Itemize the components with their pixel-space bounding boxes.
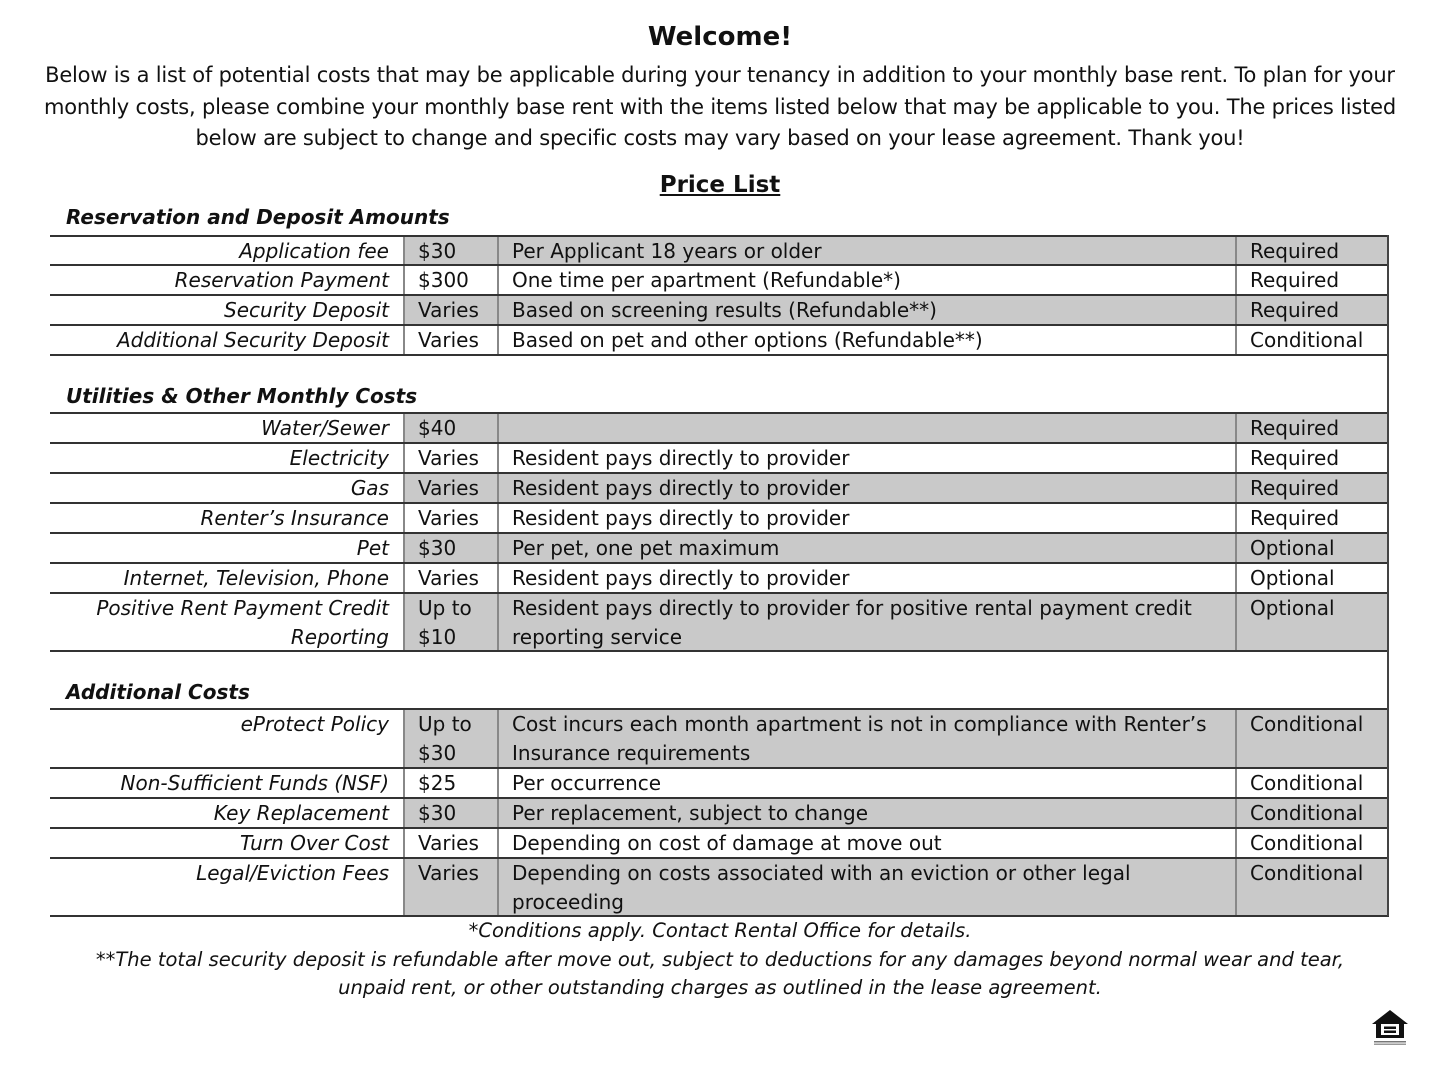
item-label: Legal/Eviction Fees: [196, 861, 389, 885]
item-price: $25: [403, 769, 497, 797]
table-row: eProtect Policy Up to $30 Cost incurs each…: [50, 708, 1389, 767]
item-price: Varies: [403, 504, 497, 532]
item-description: Per replacement, subject to change: [497, 799, 1235, 827]
item-price: Varies: [403, 296, 497, 324]
item-label: Internet, Television, Phone: [123, 566, 389, 590]
item-description: Per pet, one pet maximum: [497, 534, 1235, 562]
item-label: Pet: [356, 536, 389, 560]
item-status: Conditional: [1235, 326, 1387, 354]
item-status: Conditional: [1235, 769, 1387, 797]
item-label: Gas: [350, 476, 389, 500]
item-price: Varies: [403, 444, 497, 472]
item-status: Conditional: [1235, 859, 1387, 915]
table-row: Non-Sufficient Funds (NSF) $25 Per occurre…: [50, 767, 1389, 797]
item-label: Positive Rent Payment Credit Reporting: [96, 596, 389, 649]
item-label: Application fee: [239, 239, 389, 263]
item-price: Varies: [403, 859, 497, 915]
table-row: Security Deposit Varies Based on screening…: [50, 294, 1389, 324]
item-label: Security Deposit: [224, 298, 389, 322]
table-row: Turn Over Cost Varies Depending on cost of…: [50, 827, 1389, 857]
item-label: Electricity: [289, 446, 389, 470]
item-status: Optional: [1235, 594, 1387, 650]
item-price: $40: [403, 414, 497, 442]
page-title: Welcome!: [647, 22, 793, 52]
item-label: Non-Sufficient Funds (NSF): [120, 771, 389, 795]
item-label: Additional Security Deposit: [116, 328, 389, 352]
item-description: Per Applicant 18 years or older: [497, 237, 1235, 264]
item-description: Per occurrence: [497, 769, 1235, 797]
price-list-heading: Price List: [659, 172, 781, 198]
item-status: Required: [1235, 296, 1387, 324]
item-label: eProtect Policy: [240, 712, 389, 736]
item-status: Required: [1235, 237, 1387, 264]
item-status: Required: [1235, 414, 1387, 442]
item-description: Depending on cost of damage at move out: [497, 829, 1235, 857]
item-status: Optional: [1235, 564, 1387, 592]
item-price: $30: [403, 237, 497, 264]
item-price: $300: [403, 266, 497, 294]
table-row: Pet $30 Per pet, one pet maximum Optional: [50, 532, 1389, 562]
table-row: Application fee $30 Per Applicant 18 years…: [50, 235, 1389, 264]
table-row: Reservation Payment $300 One time per apar…: [50, 264, 1389, 294]
item-status: Required: [1235, 266, 1387, 294]
item-description: One time per apartment (Refundable*): [497, 266, 1235, 294]
table-row: Internet, Television, Phone Varies Residen…: [50, 562, 1389, 592]
item-description: Resident pays directly to provider: [497, 504, 1235, 532]
item-price: $30: [403, 799, 497, 827]
table-right-border: [1387, 235, 1389, 916]
intro-text: Below is a list of potential costs that …: [43, 63, 1397, 150]
item-description: [497, 414, 1235, 442]
item-label: Water/Sewer: [261, 416, 389, 440]
item-description: Cost incurs each month apartment is not …: [497, 710, 1235, 767]
item-price: Up to $10: [403, 594, 497, 650]
item-price: Varies: [403, 474, 497, 502]
item-description: Based on pet and other options (Refundab…: [497, 326, 1235, 354]
item-price: Varies: [403, 829, 497, 857]
item-description: Depending on costs associated with an ev…: [497, 859, 1235, 915]
section-heading: Additional Costs: [66, 680, 250, 704]
item-price: Varies: [403, 326, 497, 354]
item-description: Based on screening results (Refundable**…: [497, 296, 1235, 324]
table-row: Key Replacement $30 Per replacement, subje…: [50, 797, 1389, 827]
footnote-conditions: *Conditions apply. Contact Rental Office…: [468, 919, 972, 942]
item-description: Resident pays directly to provider: [497, 474, 1235, 502]
item-description: Resident pays directly to provider for p…: [497, 594, 1235, 650]
item-price: $30: [403, 534, 497, 562]
table-row: Renter’s Insurance Varies Resident pays di…: [50, 502, 1389, 532]
table-row: Positive Rent Payment Credit Reporting Up…: [50, 592, 1389, 652]
table-row: Additional Security Deposit Varies Based o…: [50, 324, 1389, 356]
item-status: Required: [1235, 444, 1387, 472]
section-heading: Utilities & Other Monthly Costs: [66, 384, 418, 408]
item-price: Varies: [403, 564, 497, 592]
item-label: Reservation Payment: [174, 268, 389, 292]
item-price: Up to $30: [403, 710, 497, 767]
item-label: Turn Over Cost: [239, 831, 389, 855]
item-status: Required: [1235, 504, 1387, 532]
section-heading: Reservation and Deposit Amounts: [66, 205, 450, 229]
equal-housing-icon: [1370, 1008, 1410, 1050]
item-status: Conditional: [1235, 710, 1387, 767]
item-description: Resident pays directly to provider: [497, 444, 1235, 472]
item-label: Renter’s Insurance: [200, 506, 389, 530]
item-status: Conditional: [1235, 799, 1387, 827]
footnote-security-deposit: **The total security deposit is refundab…: [95, 948, 1345, 999]
table-row: Water/Sewer $40 Required: [50, 412, 1389, 442]
item-status: Optional: [1235, 534, 1387, 562]
item-description: Resident pays directly to provider: [497, 564, 1235, 592]
table-row: Electricity Varies Resident pays directly …: [50, 442, 1389, 472]
table-row: Legal/Eviction Fees Varies Depending on co…: [50, 857, 1389, 917]
item-status: Required: [1235, 474, 1387, 502]
table-row: Gas Varies Resident pays directly to provi…: [50, 472, 1389, 502]
item-status: Conditional: [1235, 829, 1387, 857]
item-label: Key Replacement: [213, 801, 389, 825]
